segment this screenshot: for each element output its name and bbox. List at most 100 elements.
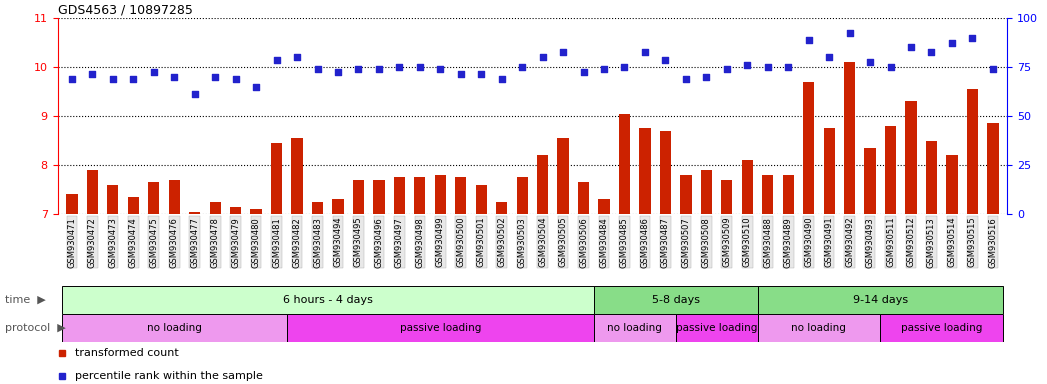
Point [411, 64, 428, 70]
Point [658, 56, 674, 63]
Bar [758, 314, 881, 342]
Bar [475, 185, 487, 384]
Bar [681, 175, 691, 384]
Text: 6 hours - 4 days: 6 hours - 4 days [283, 295, 373, 305]
Bar [312, 202, 324, 384]
Point [473, 71, 490, 78]
Point [903, 44, 919, 50]
Point [84, 71, 101, 78]
Text: 9-14 days: 9-14 days [852, 295, 908, 305]
Text: transformed count: transformed count [74, 348, 178, 358]
Bar [619, 114, 630, 384]
Bar [66, 194, 77, 384]
Bar [455, 177, 466, 384]
Bar [966, 89, 978, 384]
Bar [640, 128, 650, 384]
Bar [741, 160, 753, 384]
Bar [885, 126, 896, 384]
Point [350, 66, 366, 73]
Point [596, 66, 612, 73]
Bar [87, 170, 98, 384]
Bar [844, 62, 855, 384]
Point [268, 56, 285, 63]
Text: passive loading: passive loading [676, 323, 757, 333]
Point [330, 69, 347, 75]
Bar [594, 314, 675, 342]
Bar [537, 155, 549, 384]
Bar [762, 175, 774, 384]
Point [964, 35, 981, 41]
Point [677, 76, 694, 82]
Text: no loading: no loading [792, 323, 846, 333]
Bar [190, 212, 200, 384]
Bar [946, 155, 958, 384]
Bar [675, 314, 758, 342]
Bar [758, 286, 1003, 314]
Bar [250, 209, 262, 384]
Point [105, 76, 121, 82]
Bar [394, 177, 405, 384]
Point [371, 66, 387, 73]
Text: GDS4563 / 10897285: GDS4563 / 10897285 [58, 4, 193, 17]
Text: percentile rank within the sample: percentile rank within the sample [74, 371, 263, 381]
Bar [721, 180, 733, 384]
Point [923, 49, 940, 55]
Bar [803, 82, 815, 384]
Point [391, 64, 407, 70]
Bar [271, 143, 283, 384]
Text: passive loading: passive loading [400, 323, 481, 333]
Bar [169, 180, 180, 384]
Point [841, 30, 857, 36]
Bar [353, 180, 364, 384]
Point [637, 49, 653, 55]
Bar [496, 202, 508, 384]
Bar [107, 185, 118, 384]
Point [821, 54, 838, 60]
Point [227, 76, 244, 82]
Bar [782, 175, 794, 384]
Point [780, 64, 797, 70]
Bar [62, 314, 287, 342]
Point [883, 64, 899, 70]
Text: no loading: no loading [147, 323, 202, 333]
Point [800, 37, 817, 43]
Bar [374, 180, 384, 384]
Point [432, 66, 449, 73]
Bar [148, 182, 159, 384]
Bar [881, 314, 1003, 342]
Bar [230, 207, 241, 384]
Bar [415, 177, 425, 384]
Point [698, 74, 715, 80]
Point [289, 54, 306, 60]
Bar [987, 123, 999, 384]
Bar [557, 138, 569, 384]
Point [514, 64, 531, 70]
Point [64, 76, 81, 82]
Text: time  ▶: time ▶ [5, 295, 46, 305]
Point [493, 76, 510, 82]
Text: passive loading: passive loading [901, 323, 982, 333]
Bar [287, 314, 594, 342]
Bar [332, 199, 343, 384]
Point [309, 66, 326, 73]
Point [125, 76, 141, 82]
Bar [209, 202, 221, 384]
Point [759, 64, 776, 70]
Point [718, 66, 735, 73]
Bar [906, 101, 917, 384]
Point [575, 69, 592, 75]
Bar [660, 131, 671, 384]
Bar [599, 199, 609, 384]
Text: 5-8 days: 5-8 days [651, 295, 699, 305]
Bar [578, 182, 589, 384]
Bar [62, 286, 594, 314]
Bar [594, 286, 758, 314]
Point [984, 66, 1001, 73]
Text: no loading: no loading [607, 323, 662, 333]
Point [452, 71, 469, 78]
Bar [700, 170, 712, 384]
Point [165, 74, 182, 80]
Point [862, 59, 878, 65]
Point [534, 54, 551, 60]
Point [739, 61, 756, 68]
